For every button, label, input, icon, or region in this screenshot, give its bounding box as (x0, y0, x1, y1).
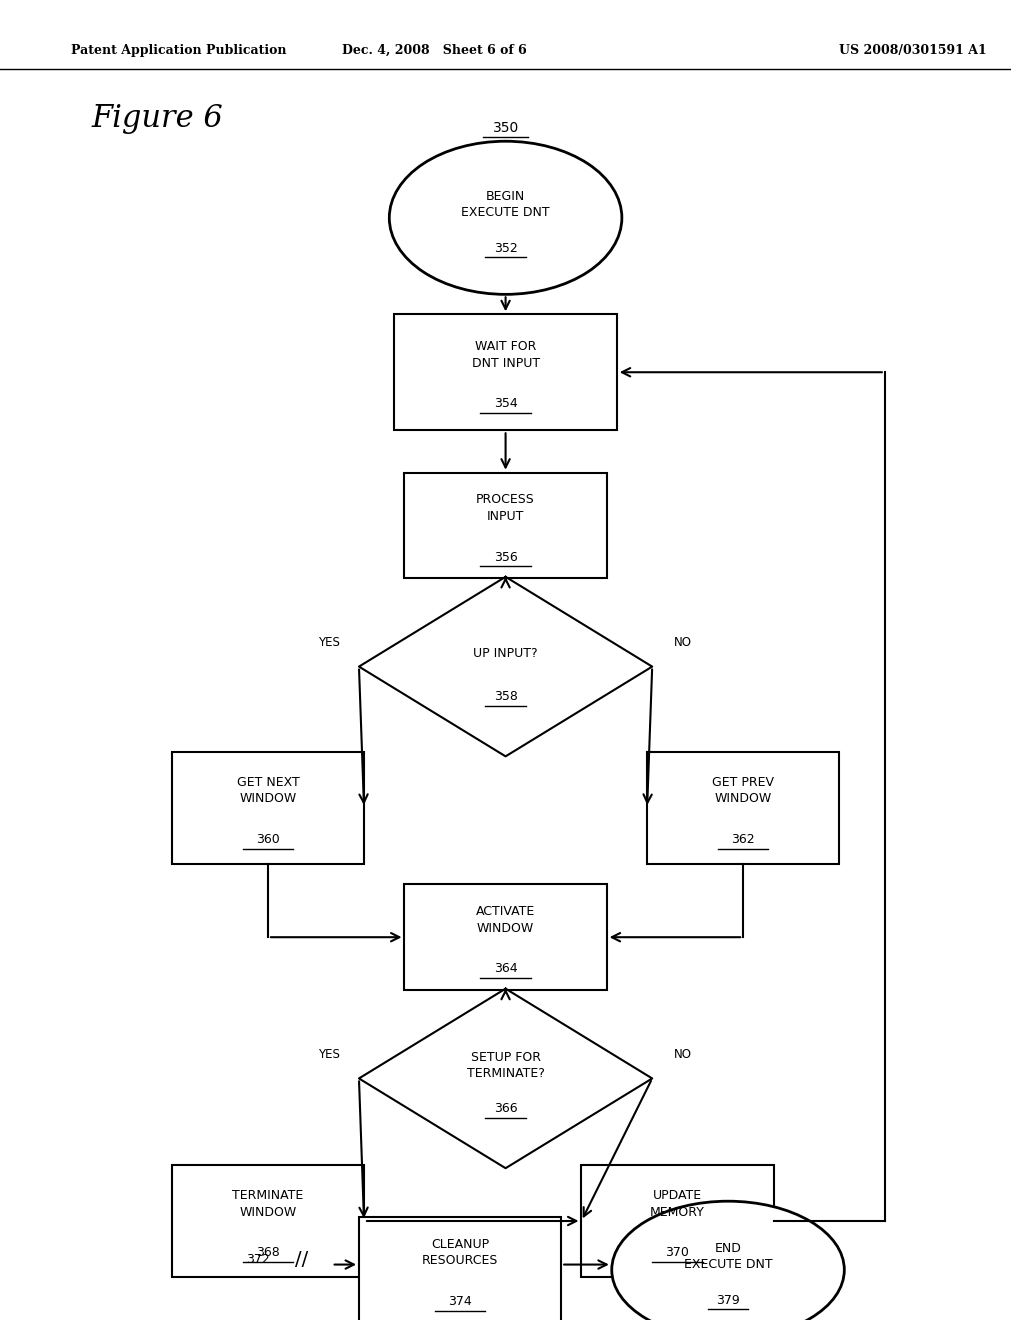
Text: END
EXECUTE DNT: END EXECUTE DNT (684, 1242, 772, 1271)
Text: UP INPUT?: UP INPUT? (473, 647, 538, 660)
Text: BEGIN
EXECUTE DNT: BEGIN EXECUTE DNT (461, 190, 550, 219)
Text: NO: NO (674, 636, 691, 649)
Text: //: // (295, 1250, 308, 1269)
Ellipse shape (389, 141, 622, 294)
Text: WAIT FOR
DNT INPUT: WAIT FOR DNT INPUT (471, 341, 540, 370)
FancyBboxPatch shape (394, 314, 616, 430)
Text: 350: 350 (493, 121, 519, 135)
Text: ACTIVATE
WINDOW: ACTIVATE WINDOW (476, 906, 536, 935)
Text: CLEANUP
RESOURCES: CLEANUP RESOURCES (422, 1238, 499, 1267)
Polygon shape (359, 577, 652, 756)
Text: Figure 6: Figure 6 (91, 103, 223, 135)
Text: SETUP FOR
TERMINATE?: SETUP FOR TERMINATE? (467, 1051, 545, 1080)
Text: 374: 374 (449, 1295, 472, 1308)
Text: TERMINATE
WINDOW: TERMINATE WINDOW (232, 1189, 303, 1218)
FancyBboxPatch shape (404, 473, 606, 578)
Text: 366: 366 (494, 1102, 517, 1115)
Text: 379: 379 (716, 1294, 740, 1307)
Text: 360: 360 (256, 833, 280, 846)
FancyBboxPatch shape (359, 1217, 561, 1320)
Text: 368: 368 (256, 1246, 280, 1259)
Text: GET PREV
WINDOW: GET PREV WINDOW (713, 776, 774, 805)
Text: 372: 372 (246, 1253, 269, 1266)
Text: PROCESS
INPUT: PROCESS INPUT (476, 494, 535, 523)
FancyBboxPatch shape (582, 1166, 773, 1278)
FancyBboxPatch shape (172, 751, 364, 863)
Text: GET NEXT
WINDOW: GET NEXT WINDOW (237, 776, 299, 805)
Text: 352: 352 (494, 242, 517, 255)
Text: 358: 358 (494, 690, 517, 704)
Text: 364: 364 (494, 962, 517, 975)
FancyBboxPatch shape (172, 1166, 364, 1278)
Ellipse shape (611, 1201, 845, 1320)
Text: 356: 356 (494, 550, 517, 564)
Text: YES: YES (317, 636, 340, 649)
Text: Patent Application Publication: Patent Application Publication (71, 44, 287, 57)
Text: UPDATE
MEMORY: UPDATE MEMORY (650, 1189, 705, 1218)
Text: US 2008/0301591 A1: US 2008/0301591 A1 (840, 44, 987, 57)
FancyBboxPatch shape (647, 751, 840, 863)
Text: 370: 370 (666, 1246, 689, 1259)
Text: 354: 354 (494, 397, 517, 411)
Text: 362: 362 (731, 833, 755, 846)
FancyBboxPatch shape (404, 884, 606, 990)
Text: Dec. 4, 2008   Sheet 6 of 6: Dec. 4, 2008 Sheet 6 of 6 (342, 44, 527, 57)
Polygon shape (359, 989, 652, 1168)
Text: YES: YES (317, 1048, 340, 1061)
Text: NO: NO (674, 1048, 691, 1061)
